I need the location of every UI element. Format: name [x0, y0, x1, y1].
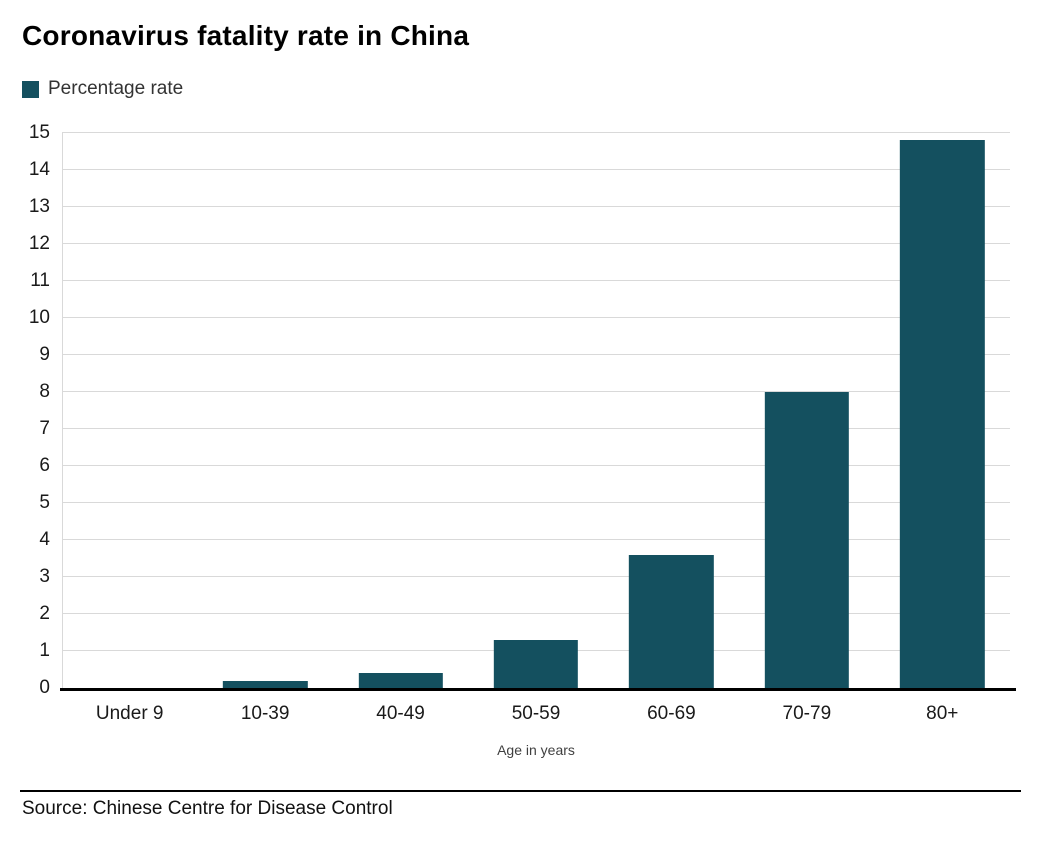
- y-tick-label: 6: [39, 455, 50, 476]
- y-tick-label: 1: [39, 640, 50, 661]
- x-tick-label: 50-59: [511, 703, 561, 724]
- legend-swatch-icon: [22, 80, 39, 98]
- y-axis-line: [62, 133, 63, 688]
- y-tick-label: 0: [39, 677, 50, 698]
- gridline: [62, 169, 1010, 170]
- bar: [900, 140, 985, 688]
- gridline: [62, 317, 1010, 318]
- bar: [764, 392, 850, 688]
- legend-label: Percentage rate: [48, 78, 184, 99]
- y-tick-label: 14: [28, 159, 50, 180]
- x-tick-label: 10-39: [240, 703, 290, 724]
- bar: [629, 554, 714, 688]
- y-tick-label: 12: [28, 233, 50, 254]
- y-tick-label: 8: [39, 381, 50, 402]
- x-axis: Under 9 10-39 40-49 50-59 60-69 70-79 80+: [62, 703, 1010, 731]
- y-axis: 0 1 2 3 4 5 6 7 8 9 10 11 12 13 14 15: [0, 122, 50, 698]
- plot-area: [60, 132, 1016, 691]
- gridline: [62, 206, 1010, 207]
- y-tick-label: 9: [39, 344, 50, 365]
- y-tick-label: 13: [28, 196, 50, 217]
- gridline: [62, 354, 1010, 355]
- bar: [493, 639, 579, 688]
- bar: [358, 673, 443, 688]
- x-axis-line: [60, 688, 1016, 691]
- x-tick-label: Under 9: [95, 703, 164, 724]
- gridline: [62, 391, 1010, 392]
- gridline: [62, 132, 1010, 133]
- gridline: [62, 465, 1010, 466]
- gridline: [62, 613, 1010, 614]
- gridline: [62, 502, 1010, 503]
- y-tick-label: 3: [39, 566, 50, 587]
- x-tick-label: 80+: [926, 703, 959, 724]
- y-tick-label: 11: [30, 270, 50, 291]
- y-tick-label: 7: [39, 418, 50, 439]
- gridline: [62, 539, 1010, 540]
- gridline: [62, 243, 1010, 244]
- gridline: [62, 280, 1010, 281]
- gridline: [62, 428, 1010, 429]
- y-tick-label: 2: [39, 603, 50, 624]
- y-tick-label: 4: [39, 529, 50, 550]
- footer-divider: [20, 790, 1021, 792]
- x-tick-label: 70-79: [782, 703, 832, 724]
- x-tick-label: 60-69: [647, 703, 696, 724]
- y-tick-label: 15: [28, 122, 50, 143]
- x-axis-title: Age in years: [497, 742, 575, 758]
- gridline: [62, 576, 1010, 577]
- legend: Percentage rate: [22, 78, 183, 100]
- page-title: Coronavirus fatality rate in China: [22, 20, 470, 51]
- bar: [222, 680, 308, 688]
- y-tick-label: 10: [28, 307, 50, 328]
- x-tick-label: 40-49: [376, 703, 425, 724]
- y-tick-label: 5: [39, 492, 50, 513]
- source-text: Source: Chinese Centre for Disease Contr…: [22, 798, 393, 819]
